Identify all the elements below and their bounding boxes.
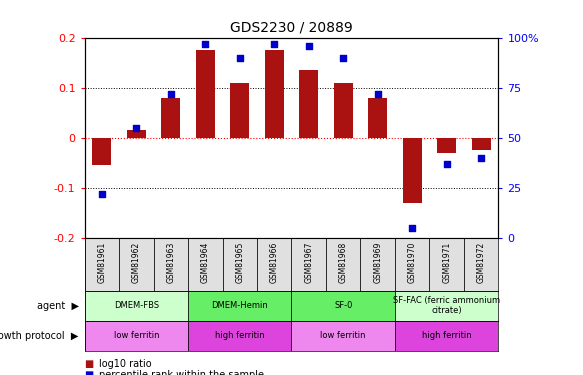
Bar xyxy=(360,238,395,291)
Point xyxy=(373,91,382,97)
Text: DMEM-FBS: DMEM-FBS xyxy=(114,301,159,310)
Bar xyxy=(223,238,257,291)
Bar xyxy=(368,98,387,138)
Bar xyxy=(85,291,188,321)
Bar xyxy=(153,238,188,291)
Bar xyxy=(230,82,250,138)
Point xyxy=(408,225,417,231)
Text: GSM81965: GSM81965 xyxy=(236,242,244,283)
Bar xyxy=(188,321,292,351)
Bar xyxy=(299,70,318,138)
Point xyxy=(304,42,314,48)
Point xyxy=(201,40,210,46)
Text: GSM81969: GSM81969 xyxy=(373,242,382,283)
Point xyxy=(442,161,451,167)
Point xyxy=(476,155,486,161)
Bar xyxy=(257,238,292,291)
Bar xyxy=(292,238,326,291)
Text: GSM81971: GSM81971 xyxy=(442,242,451,283)
Bar xyxy=(292,321,395,351)
Text: GSM81968: GSM81968 xyxy=(339,242,347,283)
Text: SF-0: SF-0 xyxy=(334,301,353,310)
Bar xyxy=(395,238,430,291)
Bar xyxy=(333,82,353,138)
Text: GSM81962: GSM81962 xyxy=(132,242,141,283)
Bar xyxy=(85,238,119,291)
Bar xyxy=(196,50,215,138)
Bar xyxy=(92,138,111,165)
Text: agent  ▶: agent ▶ xyxy=(37,301,79,310)
Text: SF-FAC (ferric ammonium
citrate): SF-FAC (ferric ammonium citrate) xyxy=(393,296,500,315)
Title: GDS2230 / 20889: GDS2230 / 20889 xyxy=(230,21,353,35)
Text: high ferritin: high ferritin xyxy=(215,331,265,340)
Bar xyxy=(403,138,422,203)
Text: GSM81963: GSM81963 xyxy=(166,242,175,283)
Text: GSM81967: GSM81967 xyxy=(304,242,313,283)
Bar xyxy=(464,238,498,291)
Text: GSM81972: GSM81972 xyxy=(477,242,486,283)
Text: ■: ■ xyxy=(85,370,94,375)
Bar xyxy=(85,321,188,351)
Bar xyxy=(430,238,464,291)
Point xyxy=(339,55,348,61)
Point xyxy=(235,55,244,61)
Text: low ferritin: low ferritin xyxy=(321,331,366,340)
Bar xyxy=(395,321,498,351)
Text: low ferritin: low ferritin xyxy=(114,331,159,340)
Bar xyxy=(119,238,153,291)
Point xyxy=(97,191,107,197)
Point xyxy=(166,91,175,97)
Point xyxy=(132,125,141,131)
Bar xyxy=(326,238,360,291)
Bar xyxy=(472,138,491,150)
Point xyxy=(269,40,279,46)
Text: ■: ■ xyxy=(85,359,94,369)
Text: GSM81970: GSM81970 xyxy=(408,242,417,283)
Bar xyxy=(265,50,284,138)
Bar xyxy=(188,291,292,321)
Bar xyxy=(395,291,498,321)
Text: log10 ratio: log10 ratio xyxy=(99,359,152,369)
Bar xyxy=(161,98,180,138)
Text: GSM81964: GSM81964 xyxy=(201,242,210,283)
Text: GSM81966: GSM81966 xyxy=(270,242,279,283)
Text: growth protocol  ▶: growth protocol ▶ xyxy=(0,331,79,340)
Text: high ferritin: high ferritin xyxy=(422,331,472,340)
Bar xyxy=(188,238,223,291)
Text: DMEM-Hemin: DMEM-Hemin xyxy=(212,301,268,310)
Text: GSM81961: GSM81961 xyxy=(97,242,106,283)
Bar xyxy=(127,130,146,138)
Bar xyxy=(292,291,395,321)
Bar xyxy=(437,138,456,153)
Text: percentile rank within the sample: percentile rank within the sample xyxy=(99,370,264,375)
